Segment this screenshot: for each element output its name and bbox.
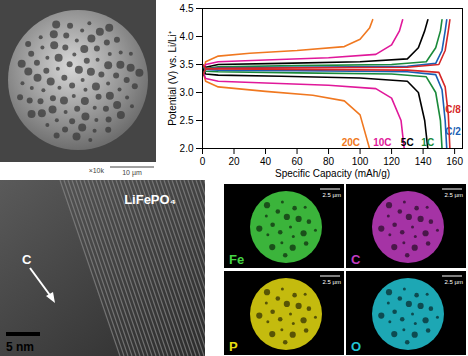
svg-text:0: 0 (200, 156, 206, 167)
svg-text:C/8: C/8 (445, 104, 461, 115)
svg-text:O: O (351, 339, 361, 354)
svg-text:140: 140 (415, 156, 432, 167)
svg-text:C: C (351, 252, 361, 267)
svg-text:3.5: 3.5 (180, 59, 194, 70)
svg-text:1C: 1C (421, 137, 434, 148)
svg-text:80: 80 (323, 156, 335, 167)
svg-text:5 nm: 5 nm (6, 340, 34, 354)
svg-text:2.5 µm: 2.5 µm (445, 192, 463, 198)
svg-text:P: P (229, 339, 238, 354)
svg-text:60: 60 (291, 156, 303, 167)
svg-text:20: 20 (228, 156, 240, 167)
svg-text:100: 100 (352, 156, 369, 167)
svg-text:Potential (V) vs. Li/Li⁺: Potential (V) vs. Li/Li⁺ (167, 30, 178, 126)
svg-text:160: 160 (446, 156, 463, 167)
svg-text:Specific Capacity (mAh/g): Specific Capacity (mAh/g) (275, 168, 390, 179)
svg-text:40: 40 (260, 156, 272, 167)
svg-text:2.5 µm: 2.5 µm (323, 192, 341, 198)
svg-text:2.5: 2.5 (180, 115, 194, 126)
svg-text:4.0: 4.0 (180, 31, 194, 42)
svg-text:2.0: 2.0 (180, 143, 194, 154)
svg-text:2.5 µm: 2.5 µm (445, 279, 463, 285)
svg-text:C/2: C/2 (445, 126, 461, 137)
svg-text:120: 120 (383, 156, 400, 167)
svg-text:10C: 10C (373, 137, 391, 148)
svg-text:×10k: ×10k (89, 167, 105, 174)
svg-text:3.0: 3.0 (180, 87, 194, 98)
svg-text:20C: 20C (342, 137, 360, 148)
svg-text:4.5: 4.5 (180, 3, 194, 14)
svg-text:Fe: Fe (229, 252, 244, 267)
svg-text:10 µm: 10 µm (122, 169, 142, 177)
svg-text:2.5 µm: 2.5 µm (323, 279, 341, 285)
svg-text:LiFePO₄: LiFePO₄ (124, 192, 176, 207)
svg-text:C: C (22, 252, 32, 267)
svg-text:5C: 5C (401, 137, 414, 148)
